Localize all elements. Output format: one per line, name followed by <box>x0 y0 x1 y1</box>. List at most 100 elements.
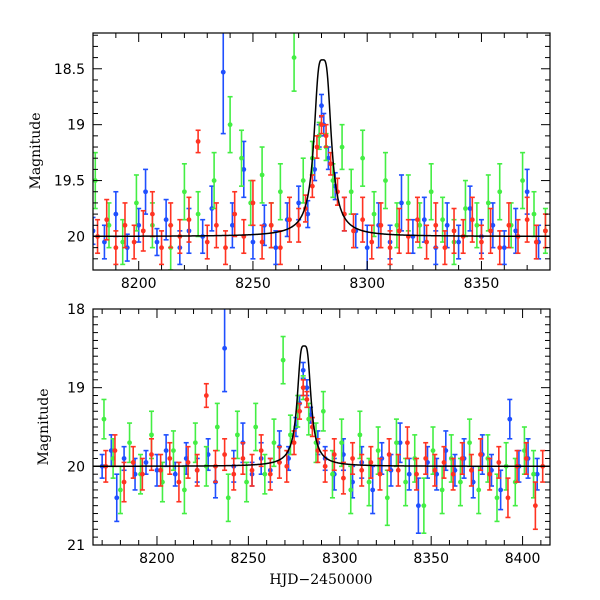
bottom-red-point <box>395 453 401 487</box>
bottom-red-point <box>322 449 328 483</box>
bottom-ticks: 8200 8250 8300 8350 8400 18 19 20 21 <box>67 302 550 567</box>
top-y-axis-label: Magnitude <box>28 112 44 189</box>
top-y-tick-label: 19 <box>67 118 85 134</box>
bottom-x-tick-label: 8250 <box>231 551 267 567</box>
bottom-red-point <box>297 402 303 420</box>
bottom-x-tick-label: 8300 <box>322 551 358 567</box>
bottom-red-point <box>350 441 356 476</box>
bottom-green-point <box>101 398 107 440</box>
top-red-point <box>131 224 137 260</box>
bottom-y-tick-label: 21 <box>67 538 85 554</box>
top-blue-point <box>456 224 462 260</box>
top-x-tick-label: 8200 <box>121 276 157 292</box>
bottom-y-tick-label: 20 <box>67 459 85 475</box>
bottom-red-point <box>432 453 438 487</box>
bottom-y-tick-label: 18 <box>67 302 85 318</box>
bottom-y-tick-label: 19 <box>67 381 85 397</box>
top-blue-point <box>410 218 416 255</box>
top-red-point <box>451 207 457 255</box>
top-red-point <box>424 224 430 260</box>
bottom-green-point <box>127 422 133 464</box>
top-red-point <box>195 129 201 154</box>
top-blue-point <box>220 33 226 135</box>
top-red-point <box>488 207 494 255</box>
bottom-red-point <box>148 437 154 472</box>
bottom-green-point <box>262 453 268 495</box>
bottom-red-point <box>523 441 529 476</box>
top-red-point <box>542 213 548 249</box>
bottom-blue-point <box>222 309 228 393</box>
bottom-green-point <box>170 430 176 472</box>
top-red-point <box>469 196 475 243</box>
top-green-point <box>440 196 446 243</box>
top-green-point <box>120 218 126 266</box>
bottom-red-point <box>231 457 237 491</box>
bottom-red-point <box>167 441 173 476</box>
bottom-red-point <box>121 461 127 503</box>
top-red-point <box>433 202 439 249</box>
bottom-y-axis-label: Magnitude <box>36 388 52 465</box>
top-green-point <box>417 202 423 249</box>
bottom-red-point <box>459 441 465 476</box>
top-green-point <box>291 33 297 92</box>
top-green-point <box>485 174 491 232</box>
top-red-point <box>241 218 247 255</box>
top-green-point <box>239 129 245 187</box>
top-green-point <box>520 151 526 210</box>
bottom-green-point <box>320 390 326 432</box>
bottom-red-point <box>478 437 484 472</box>
bottom-red-point <box>359 453 365 487</box>
bottom-red-point <box>158 453 164 487</box>
bottom-green-point <box>280 335 286 385</box>
bottom-blue-point <box>397 422 403 464</box>
top-red-point <box>168 202 174 249</box>
top-red-point <box>341 196 347 232</box>
top-blue-point <box>154 227 160 257</box>
top-red-point <box>378 202 384 249</box>
bottom-red-point <box>331 437 337 472</box>
top-red-point <box>104 198 110 241</box>
bottom-plot-area <box>93 309 550 535</box>
bottom-red-point <box>267 457 273 491</box>
bottom-green-point <box>421 477 427 535</box>
bottom-red-point <box>139 457 145 491</box>
top-red-point <box>533 224 539 260</box>
bottom-green-point <box>366 457 372 507</box>
bottom-red-point <box>377 457 383 491</box>
top-red-point <box>319 114 324 135</box>
bottom-red-point <box>505 477 511 519</box>
bottom-red-point <box>300 378 306 397</box>
top-red-point <box>204 224 210 260</box>
bottom-axes-frame <box>92 308 551 546</box>
top-red-point <box>369 224 375 260</box>
top-red-point <box>350 213 356 249</box>
top-red-point <box>232 190 238 238</box>
top-y-tick-label: 20 <box>67 229 85 245</box>
top-red-point <box>140 209 146 252</box>
top-blue-point <box>241 140 247 199</box>
bottom-model-curve <box>93 345 550 468</box>
top-red-point <box>360 196 366 243</box>
top-red-point <box>259 224 265 260</box>
bottom-red-point <box>249 453 255 487</box>
bottom-red-point <box>423 441 429 476</box>
bottom-red-point <box>340 461 346 495</box>
top-green-point <box>277 162 283 221</box>
bottom-blue-point <box>507 398 513 440</box>
top-model-curve <box>93 59 550 238</box>
top-red-point <box>149 190 155 238</box>
top-green-point <box>339 123 345 171</box>
bottom-blue-point <box>406 457 412 491</box>
top-red-point <box>213 202 219 249</box>
top-red-point <box>506 202 512 249</box>
top-blue-point <box>143 168 149 215</box>
top-blue-point <box>273 230 279 266</box>
top-red-point <box>296 207 302 243</box>
top-red-point <box>323 123 329 148</box>
bottom-red-point <box>386 437 392 472</box>
top-y-tick-label: 18.5 <box>54 62 85 78</box>
top-red-point <box>122 202 128 249</box>
bottom-red-point <box>258 434 264 468</box>
top-red-point <box>387 230 393 266</box>
